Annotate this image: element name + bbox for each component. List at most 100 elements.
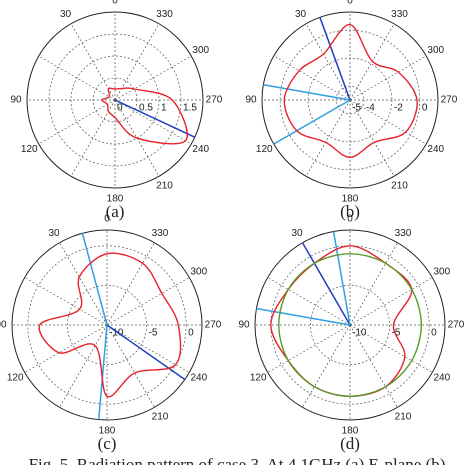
r-tick-label: 0	[188, 328, 194, 339]
angle-label: 90	[0, 320, 7, 331]
angle-label: 180	[342, 426, 359, 437]
angle-label: 90	[238, 320, 250, 331]
angle-label: 0	[347, 214, 353, 225]
spoke	[349, 99, 395, 177]
spoke	[106, 242, 155, 326]
angle-label: 120	[256, 144, 273, 155]
subfigure-caption: (a)	[106, 202, 125, 221]
angle-label: 270	[206, 95, 223, 106]
angle-label: 330	[391, 9, 408, 20]
spoke	[305, 99, 351, 177]
pattern-curve	[278, 253, 423, 398]
r-tick-label: 0.5	[139, 103, 153, 114]
beam-line	[114, 99, 196, 138]
grid-ring	[70, 55, 160, 145]
r-tick-label: 1	[161, 103, 167, 114]
angle-label: 120	[7, 373, 24, 384]
beam-line	[256, 307, 351, 326]
spoke	[349, 55, 427, 101]
pattern-curve	[101, 87, 188, 145]
angle-label: 330	[156, 9, 173, 20]
subfigure-caption: (d)	[340, 434, 360, 453]
spoke	[24, 277, 108, 326]
angle-label: 300	[433, 267, 450, 278]
outer-circle	[261, 11, 439, 189]
r-tick-label: 0	[431, 328, 437, 339]
r-tick-label: -5	[392, 328, 401, 339]
angle-label: 240	[190, 373, 207, 384]
spoke	[59, 242, 108, 326]
grid-ring	[27, 245, 187, 405]
subfigure-caption: (b)	[340, 202, 360, 221]
spoke	[349, 277, 433, 326]
spoke	[114, 23, 160, 101]
spoke	[305, 23, 351, 101]
angle-label: 210	[395, 411, 412, 422]
subfigure-caption: (c)	[98, 434, 117, 453]
angle-label: 330	[152, 228, 169, 239]
r-tick-label: -4	[366, 103, 375, 114]
angle-label: 90	[245, 95, 257, 106]
angle-label: 240	[427, 144, 444, 155]
spoke	[70, 23, 116, 101]
angle-label: 210	[152, 411, 169, 422]
grid-ring	[335, 85, 365, 115]
angle-label: 30	[48, 228, 60, 239]
grid-ring	[279, 29, 421, 171]
outer-circle	[26, 11, 204, 189]
angle-label: 0	[347, 0, 353, 7]
angle-label: 0	[104, 214, 110, 225]
grid-ring	[67, 285, 147, 365]
angle-label: 210	[391, 180, 408, 191]
angle-label: 30	[291, 228, 303, 239]
angle-label: 240	[192, 144, 209, 155]
r-tick-label: -2	[394, 103, 403, 114]
angle-label: 180	[342, 194, 359, 205]
r-tick-label: 0	[117, 103, 123, 114]
r-tick-label: -5	[149, 328, 158, 339]
angle-label: 270	[205, 320, 222, 331]
pattern-curve	[38, 252, 182, 398]
r-tick-label: -5	[352, 103, 361, 114]
beam-line	[273, 99, 351, 145]
spoke	[273, 55, 351, 101]
grid-ring	[48, 33, 182, 167]
grid-ring	[92, 77, 138, 123]
spoke	[38, 99, 116, 145]
grid-ring	[310, 285, 390, 365]
pattern-curve	[283, 23, 418, 159]
angle-label: 120	[250, 373, 267, 384]
spoke	[302, 324, 351, 408]
beam-line	[97, 324, 108, 420]
outer-circle	[11, 229, 203, 421]
angle-label: 270	[448, 320, 465, 331]
angle-label: 210	[156, 180, 173, 191]
r-tick-label: -10	[352, 328, 367, 339]
angle-label: 90	[10, 95, 22, 106]
spoke	[106, 277, 190, 326]
angle-label: 300	[190, 267, 207, 278]
r-tick-label: -10	[109, 328, 124, 339]
angle-label: 120	[21, 144, 38, 155]
figure-caption: Fig. 5. Radiation pattern of case 3. At …	[29, 455, 446, 465]
r-tick-label: 1.5	[183, 103, 197, 114]
outer-circle	[254, 229, 446, 421]
angle-label: 270	[441, 95, 458, 106]
beam-line	[332, 231, 351, 326]
beam-line	[319, 17, 351, 101]
spoke	[349, 99, 427, 145]
pattern-curve	[270, 245, 413, 398]
angle-label: 0	[112, 0, 118, 7]
angle-label: 330	[395, 228, 412, 239]
beam-line	[263, 83, 351, 101]
angle-label: 180	[99, 426, 116, 437]
angle-label: 180	[107, 194, 124, 205]
beam-line	[81, 233, 108, 326]
spoke	[24, 324, 108, 373]
angle-label: 300	[427, 45, 444, 56]
r-tick-label: 0	[422, 103, 428, 114]
beam-line	[301, 242, 351, 326]
angle-label: 300	[192, 45, 209, 56]
angle-label: 30	[60, 9, 72, 20]
